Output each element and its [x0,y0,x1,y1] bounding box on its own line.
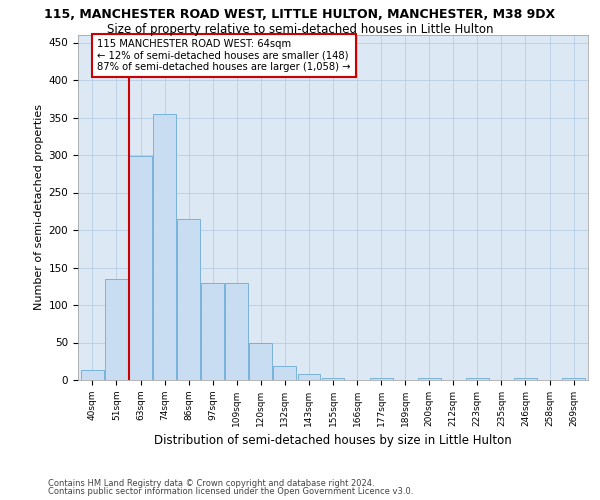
Bar [562,378,585,380]
Bar [153,114,176,380]
Bar [418,378,440,380]
Text: 115 MANCHESTER ROAD WEST: 64sqm
← 12% of semi-detached houses are smaller (148)
: 115 MANCHESTER ROAD WEST: 64sqm ← 12% of… [97,39,351,72]
Bar [322,378,344,380]
Text: Contains public sector information licensed under the Open Government Licence v3: Contains public sector information licen… [48,487,413,496]
Bar [298,374,320,380]
Bar [177,219,200,380]
Bar [466,378,489,380]
Bar [81,370,104,380]
Y-axis label: Number of semi-detached properties: Number of semi-detached properties [34,104,44,310]
X-axis label: Distribution of semi-detached houses by size in Little Hulton: Distribution of semi-detached houses by … [154,434,512,448]
Bar [226,282,248,380]
Bar [129,156,152,380]
Text: Size of property relative to semi-detached houses in Little Hulton: Size of property relative to semi-detach… [107,22,493,36]
Bar [274,366,296,380]
Text: 115, MANCHESTER ROAD WEST, LITTLE HULTON, MANCHESTER, M38 9DX: 115, MANCHESTER ROAD WEST, LITTLE HULTON… [44,8,556,20]
Bar [514,378,537,380]
Bar [370,378,392,380]
Text: Contains HM Land Registry data © Crown copyright and database right 2024.: Contains HM Land Registry data © Crown c… [48,478,374,488]
Bar [250,342,272,380]
Bar [105,279,128,380]
Bar [201,282,224,380]
